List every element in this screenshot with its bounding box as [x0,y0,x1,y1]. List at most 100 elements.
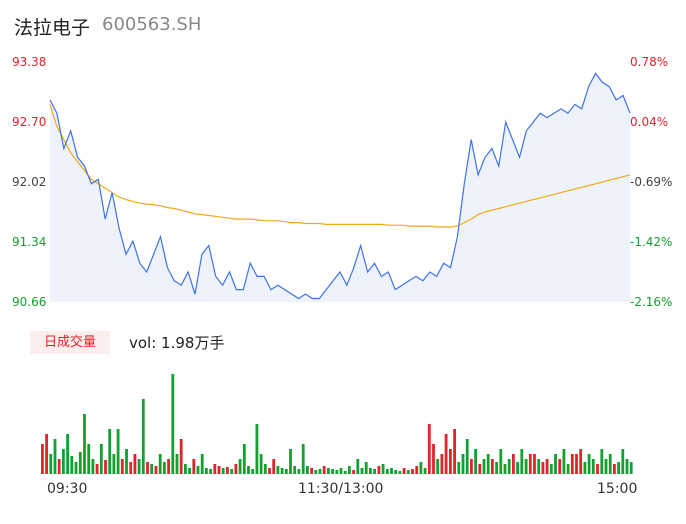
volume-bar [348,466,351,474]
volume-bar [141,399,145,474]
volume-bar [226,467,229,474]
volume-bar [322,466,326,474]
volume-bar [533,454,536,474]
volume-bar [339,468,343,474]
volume-bar [318,469,322,474]
volume-bar [125,449,128,474]
volume-bar [449,449,452,474]
volume-bar [575,454,578,474]
volume-bar [171,374,175,474]
volume-bar [503,464,507,474]
volume-bar [66,434,69,474]
pct-label-4: -1.42% [630,235,673,249]
stock-code: 600563.SH [102,14,202,35]
volume-bar [512,454,515,474]
pct-label-bottom: -2.16% [630,295,673,309]
volume-bar [364,462,368,474]
pct-label-3: -0.69% [630,175,673,189]
volume-bar [167,459,170,474]
volume-bar [411,469,414,474]
volume-bar [306,466,309,474]
volume-bar [146,462,149,474]
volume-bar [549,464,553,474]
volume-bar [259,454,263,474]
volume-bar [272,459,276,474]
volume-bar [461,454,465,474]
volume-bar [486,454,490,474]
volume-bar [440,454,444,474]
time-label-end: 15:00 [597,481,638,497]
volume-bar [331,469,334,474]
volume-bar [457,462,461,474]
volume-bar [591,459,595,474]
price-label-4: 91.34 [12,235,47,249]
volume-bar [583,462,587,474]
volume-bar [78,452,82,474]
volume-bar [444,434,448,474]
volume-bar [453,429,456,474]
volume-bar [53,439,57,474]
price-label-bottom: 90.66 [12,295,47,309]
volume-bar [230,469,234,474]
volume-bar [163,462,166,474]
volume-bar [470,459,473,474]
volume-bar [268,468,271,474]
volume-bar [205,468,208,474]
volume-bar [545,459,549,474]
volume-bar [284,469,288,474]
volume-bar [482,459,486,474]
volume-bar [398,471,402,474]
volume-bar [587,454,591,474]
volume-bar [613,464,616,474]
volume-bar [154,466,158,474]
stock-name: 法拉电子 [14,17,91,39]
volume-bar [419,462,423,474]
pct-label-top: 0.78% [630,55,669,69]
volume-bar [369,468,372,474]
volume-bar [558,459,562,474]
volume-bar [57,459,61,474]
price-line [49,72,631,300]
volume-bar [263,464,267,474]
volume-bar [289,449,292,474]
volume-bar [385,469,389,474]
volume-bar [297,469,301,474]
volume-bar [327,468,330,474]
volume-bar [436,459,440,474]
volume-bar [255,424,259,474]
volume-bar [301,444,305,474]
volume-bar [293,466,297,474]
volume-bar [158,454,162,474]
volume-bar [104,460,107,474]
volume-bar [95,464,99,474]
volume-bar [566,464,570,474]
volume-bar [352,470,355,474]
volume-bar [356,459,360,474]
volume-bar [120,459,124,474]
volume-bar [562,449,566,474]
volume-bar [196,466,200,474]
volume-bar [310,468,313,474]
volume-bar [554,454,557,474]
time-label-start: 09:30 [47,481,88,497]
volume-bar [579,449,583,474]
volume-bar [251,469,255,474]
volume-bar [70,456,74,474]
volume-tag: 日成交量 [30,331,110,354]
volume-bar [478,464,482,474]
volume-bar [276,466,280,474]
volume-bar [377,466,381,474]
volume-bar [495,462,498,474]
volume-bar [343,471,347,474]
volume-bar [129,462,133,474]
volume-bar [335,470,339,474]
volume-bar [600,449,604,474]
volume-bar [608,454,612,474]
volume-bar [87,444,91,474]
volume-bar [621,449,625,474]
volume-bar [41,444,44,474]
price-label-top: 93.38 [12,55,47,69]
volume-bar [247,466,250,474]
volume-bar [625,459,629,474]
